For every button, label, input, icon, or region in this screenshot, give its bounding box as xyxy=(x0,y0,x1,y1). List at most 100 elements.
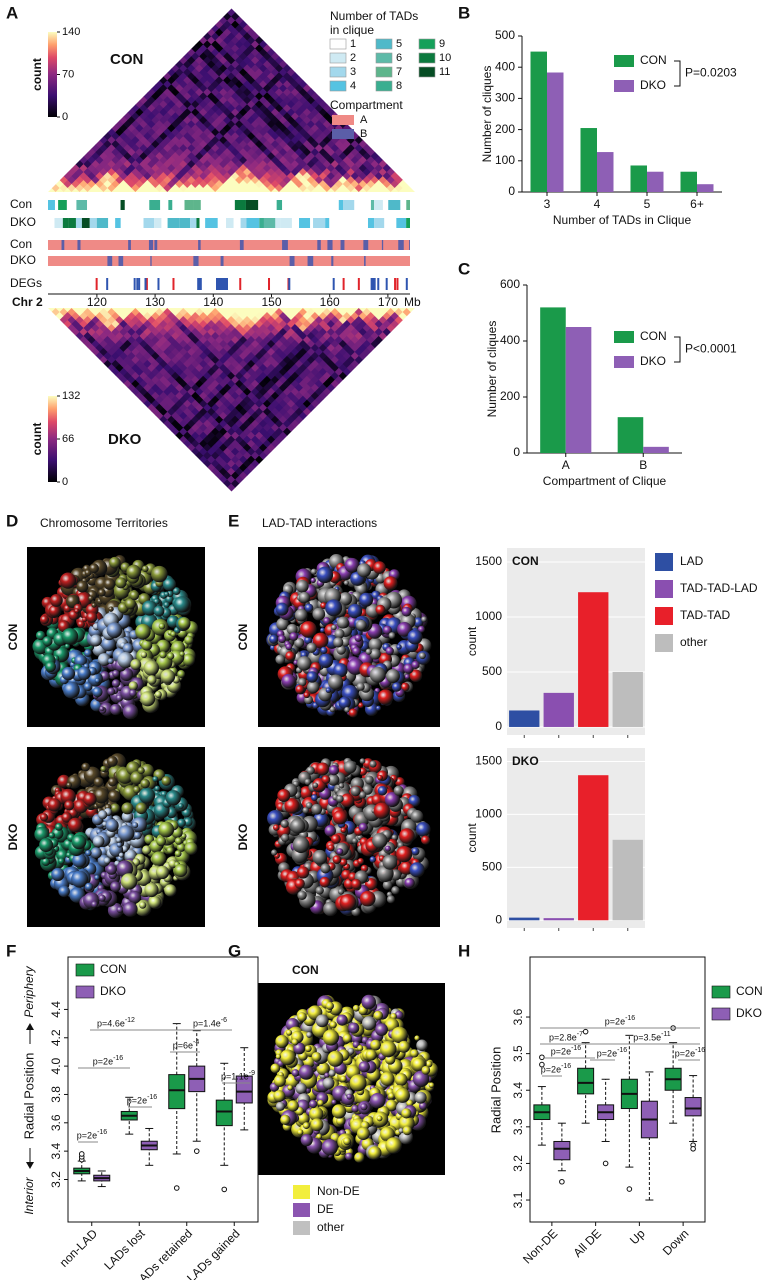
heatmap-cell xyxy=(270,83,280,93)
panel-label: F xyxy=(6,941,16,960)
sphere xyxy=(285,643,293,651)
sphere xyxy=(350,878,362,890)
sphere xyxy=(86,611,98,623)
bar xyxy=(617,417,644,453)
y-tick-label: 600 xyxy=(500,277,520,291)
compartment-track-segment xyxy=(128,240,131,250)
heatmap-cell xyxy=(270,147,280,157)
heatmap-cell xyxy=(362,151,372,161)
sphere xyxy=(275,654,286,665)
sphere xyxy=(106,755,118,767)
sphere xyxy=(365,648,372,655)
heatmap-cell xyxy=(263,83,272,93)
heatmap-cell xyxy=(270,115,280,125)
panel-label: G xyxy=(228,941,241,960)
sphere xyxy=(297,656,312,671)
deg-mark xyxy=(268,278,271,290)
colorbar xyxy=(48,32,57,117)
heatmap-cell xyxy=(274,159,284,169)
sphere xyxy=(153,605,165,617)
compartment-track-segment xyxy=(198,240,201,250)
sphere xyxy=(331,624,337,631)
legend-swatch xyxy=(329,80,347,92)
sphere xyxy=(137,766,145,775)
sphere xyxy=(84,882,94,891)
heatmap-cell xyxy=(278,179,288,189)
y-tick-label: 400 xyxy=(495,59,515,73)
sphere xyxy=(295,684,305,695)
heatmap-cell xyxy=(187,183,196,192)
sphere xyxy=(304,603,314,613)
heatmap-cell xyxy=(270,99,280,109)
sphere xyxy=(39,813,49,822)
sphere xyxy=(401,606,412,617)
heatmap-cell xyxy=(115,135,125,145)
sphere xyxy=(339,894,357,911)
sphere xyxy=(337,888,345,895)
sphere xyxy=(393,785,404,796)
sphere xyxy=(411,660,420,670)
heatmap xyxy=(48,308,415,492)
legend-swatch xyxy=(614,55,634,67)
legend-label: CON xyxy=(640,329,667,343)
sphere xyxy=(45,661,56,673)
deg-mark xyxy=(332,278,335,290)
clique-track-segment xyxy=(154,218,162,228)
heatmap-cell xyxy=(274,103,284,113)
heatmap-cell xyxy=(318,171,328,181)
heatmap-cell xyxy=(274,167,284,177)
legend-label: 3 xyxy=(350,66,356,78)
clique-track-segment xyxy=(226,218,234,228)
sphere xyxy=(333,637,344,648)
sphere xyxy=(84,649,92,657)
sphere xyxy=(351,1104,359,1113)
clique-track-segment xyxy=(190,218,197,228)
heatmap-cell xyxy=(282,183,292,192)
deg-mark xyxy=(357,278,360,290)
heatmap-cell xyxy=(263,147,272,157)
heatmap-cell xyxy=(322,159,332,169)
heatmap-cell xyxy=(310,179,320,189)
legend-label: 8 xyxy=(396,80,402,92)
heatmap-cell xyxy=(187,103,196,113)
clique-track-segment xyxy=(343,200,355,210)
heatmap-cell xyxy=(314,111,324,121)
heatmap-cell xyxy=(358,147,368,157)
heatmap-cell xyxy=(270,155,280,165)
compartment-track xyxy=(48,240,410,250)
deg-mark xyxy=(394,278,397,290)
sphere xyxy=(391,886,400,895)
sphere xyxy=(151,851,167,867)
heatmap-cell xyxy=(314,95,324,105)
sphere xyxy=(122,703,139,720)
heatmap-cell xyxy=(318,163,328,173)
heatmap-cell xyxy=(278,91,288,101)
heatmap-cell xyxy=(310,107,320,117)
sphere xyxy=(296,866,310,879)
sphere xyxy=(343,580,349,586)
sphere xyxy=(419,652,426,660)
heatmap-cell xyxy=(263,123,272,133)
panel-label: E xyxy=(228,511,239,530)
sphere xyxy=(383,576,398,591)
clique-track-segment xyxy=(81,218,90,228)
heatmap-cell xyxy=(187,175,196,185)
sphere xyxy=(147,675,157,685)
sphere xyxy=(91,901,98,908)
heatmap-cell xyxy=(318,123,328,133)
sphere xyxy=(40,615,50,625)
heatmap-cell xyxy=(374,163,384,173)
clique-track-segment xyxy=(184,200,194,210)
heatmap-cell xyxy=(278,75,288,85)
heatmap-cell xyxy=(366,147,376,157)
y-tick-label: 200 xyxy=(500,389,520,403)
sphere xyxy=(304,778,312,786)
heatmap-cell xyxy=(263,99,272,109)
sphere xyxy=(385,845,391,852)
bar xyxy=(597,152,614,192)
sphere xyxy=(106,863,117,875)
heatmap-cell xyxy=(322,143,332,153)
sphere xyxy=(139,901,147,909)
sphere xyxy=(177,670,186,678)
heatmap-cell xyxy=(274,143,284,153)
